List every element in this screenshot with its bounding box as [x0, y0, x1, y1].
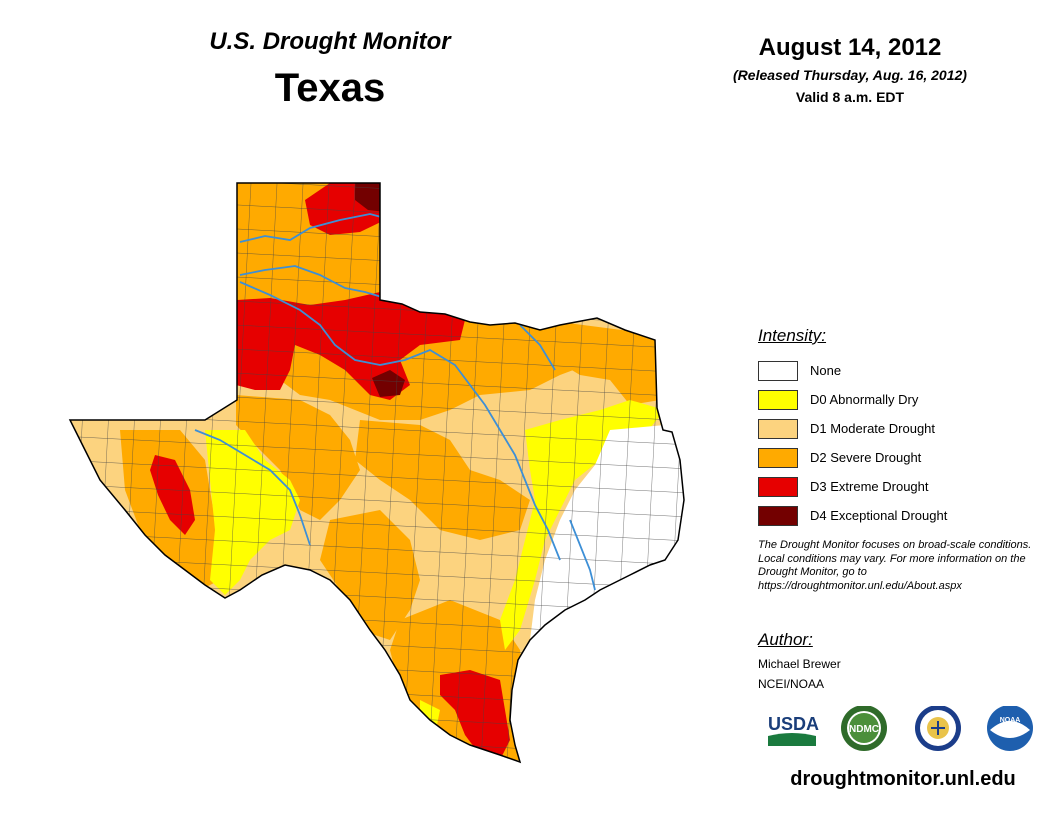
map-title: U.S. Drought Monitor — [209, 28, 451, 55]
legend-item: D0 Abnormally Dry — [758, 385, 1048, 414]
author-name: Michael Brewer — [758, 657, 841, 671]
noaa-logo: NOAA — [987, 706, 1033, 751]
brazos-river — [239, 281, 561, 561]
valid-time: Valid 8 a.m. EDT — [795, 89, 905, 105]
legend-item: None — [758, 356, 1048, 385]
release-date: (Released Thursday, Aug. 16, 2012) — [733, 67, 967, 83]
legend-label: D2 Severe Drought — [810, 450, 922, 465]
state-name: Texas — [274, 66, 386, 110]
legend-label: None — [810, 363, 842, 378]
canadian-river — [239, 213, 386, 243]
legend-swatch — [758, 447, 798, 468]
legend-swatch — [758, 360, 798, 381]
doc-seal-logo — [915, 706, 961, 751]
trinity-river — [519, 324, 556, 371]
partner-logos: USDA NDMC NOAA — [768, 706, 1033, 751]
website-link[interactable]: droughtmonitor.unl.edu — [790, 768, 1016, 790]
legend-label: D1 Moderate Drought — [810, 421, 936, 436]
legend-label: D4 Exceptional Drought — [810, 508, 948, 523]
legend-item: D2 Severe Drought — [758, 443, 1048, 472]
red-river-fork — [239, 265, 386, 299]
author-heading: Author: — [758, 630, 813, 649]
legend-swatch — [758, 389, 798, 410]
map-date: August 14, 2012 — [758, 34, 942, 61]
usda-logo-text: USDA — [768, 714, 819, 734]
legend-item: D1 Moderate Drought — [758, 414, 1048, 443]
legend-item: D4 Exceptional Drought — [758, 501, 1048, 530]
legend-swatch — [758, 418, 798, 439]
ndmc-logo: NDMC — [841, 706, 887, 751]
noaa-logo-text: NOAA — [1000, 717, 1021, 724]
ndmc-logo-text: NDMC — [849, 724, 879, 735]
rivers — [194, 213, 596, 591]
legend-swatch — [758, 476, 798, 497]
legend-label: D0 Abnormally Dry — [810, 392, 919, 407]
east-river — [569, 519, 596, 591]
legend-swatch — [758, 505, 798, 526]
legend-items: None D0 Abnormally Dry D1 Moderate Drought… — [758, 356, 1048, 530]
legend: Intensity: None D0 Abnormally Dry D1 Moder… — [758, 326, 1048, 530]
legend-label: D3 Extreme Drought — [810, 479, 929, 494]
legend-heading: Intensity: — [758, 326, 827, 345]
legend-item: D3 Extreme Drought — [758, 472, 1048, 501]
author-org: NCEI/NOAA — [758, 677, 825, 691]
usda-logo: USDA — [768, 714, 819, 746]
drought-monitor-note: The Drought Monitor focuses on broad-sca… — [758, 539, 1032, 592]
colorado-river — [194, 429, 311, 546]
